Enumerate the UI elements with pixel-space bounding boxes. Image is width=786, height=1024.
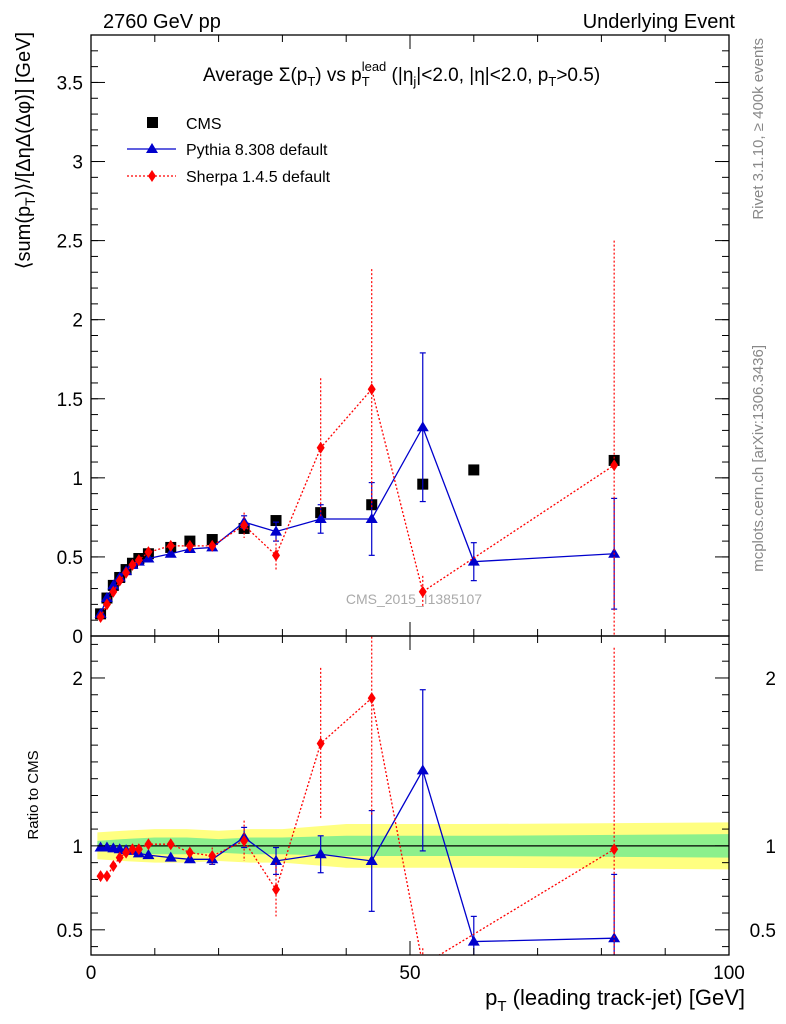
- data-point: [240, 519, 249, 532]
- data-point: [468, 464, 480, 476]
- y-tick-label: 2: [72, 669, 83, 690]
- data-point: [270, 854, 283, 865]
- data-point: [416, 764, 429, 775]
- data-point: [96, 870, 105, 883]
- data-point: [185, 846, 194, 859]
- data-point: [367, 383, 376, 396]
- data-point: [240, 834, 249, 847]
- data-point: [316, 737, 325, 750]
- data-point: [418, 585, 427, 598]
- legend: CMS Pythia 8.308 default Sherpa 1.4.5 de…: [127, 116, 331, 186]
- data-point: [467, 555, 480, 566]
- x-tick-label: 50: [399, 963, 420, 984]
- header-left: 2760 GeV pp: [103, 11, 221, 33]
- y-tick-label: 2: [72, 311, 83, 332]
- data-point: [316, 441, 325, 454]
- data-point: [122, 846, 131, 859]
- y-tick-label: 1.5: [57, 390, 83, 411]
- mcplots-label: mcplots.cern.ch [arXiv:1306.3436]: [750, 345, 767, 572]
- data-point: [115, 851, 124, 864]
- data-point: [185, 539, 194, 552]
- y-tick-label: 0: [72, 627, 83, 648]
- data-point: [164, 851, 177, 862]
- watermark: CMS_2015_I1385107: [346, 591, 482, 607]
- data-point: [610, 843, 619, 856]
- main-ylabel: ⟨sum(pT)⟩/[ΔηΔ(Δφ)] [GeV]: [13, 32, 38, 269]
- data-point: [109, 585, 118, 598]
- y-tick-label: 1: [72, 837, 83, 858]
- header-right: Underlying Event: [583, 11, 736, 33]
- data-point: [416, 421, 429, 432]
- data-point: [208, 849, 217, 862]
- series-line: [99, 387, 615, 618]
- legend-sherpa-label: Sherpa 1.4.5 default: [186, 169, 331, 186]
- data-point: [100, 592, 113, 603]
- data-point: [144, 546, 153, 559]
- y-tick-label-right: 0.5: [750, 921, 776, 942]
- legend-pythia-marker: [146, 143, 158, 153]
- data-point: [270, 515, 282, 527]
- data-point: [166, 838, 175, 851]
- data-point: [314, 512, 327, 523]
- data-point: [144, 838, 153, 851]
- data-point: [107, 579, 120, 590]
- data-point: [610, 459, 619, 472]
- y-tick-label: 2.5: [57, 232, 83, 253]
- x-axis-label: pT (leading track-jet) [GeV]: [485, 985, 745, 1015]
- series-triangle: [94, 352, 621, 618]
- legend-pythia-label: Pythia 8.308 default: [186, 142, 328, 159]
- data-point: [142, 849, 155, 860]
- series-diamond: [96, 636, 619, 955]
- legend-cms-marker: [147, 117, 158, 128]
- data-point: [164, 547, 177, 558]
- data-point: [128, 843, 137, 856]
- data-point: [272, 883, 281, 896]
- ratio-ylabel: Ratio to CMS: [25, 750, 42, 839]
- legend-sherpa-marker: [148, 170, 156, 182]
- data-point: [365, 512, 378, 523]
- y-tick-label-right: 2: [765, 669, 776, 690]
- x-tick-label: 0: [86, 963, 97, 984]
- data-point: [272, 549, 281, 562]
- data-point: [206, 534, 218, 546]
- series-line: [99, 425, 615, 615]
- data-point: [122, 566, 131, 579]
- y-tick-label: 1: [72, 469, 83, 490]
- data-point: [115, 574, 124, 587]
- data-point: [128, 558, 137, 571]
- data-point: [134, 843, 143, 856]
- plot-frame: [90, 635, 730, 956]
- data-point: [208, 539, 217, 552]
- main-plot: 0 0.5 1 1.5 2 2.5 3 3.5: [57, 34, 730, 648]
- y-tick-label: 3: [72, 153, 83, 174]
- data-point: [365, 854, 378, 865]
- y-tick-label: 0.5: [57, 921, 83, 942]
- data-point: [367, 692, 376, 705]
- series-diamond: [96, 240, 619, 636]
- x-tick-label: 100: [713, 963, 745, 984]
- data-point: [166, 539, 175, 552]
- data-point: [314, 848, 327, 859]
- data-point: [134, 554, 143, 567]
- y-tick-label-right: 1: [765, 837, 776, 858]
- rivet-label: Rivet 3.1.10, ≥ 400k events: [750, 38, 767, 220]
- data-point: [102, 598, 111, 611]
- y-tick-label: 0.5: [57, 548, 83, 569]
- data-point: [102, 870, 111, 883]
- data-point: [96, 611, 105, 624]
- data-point: [109, 860, 118, 873]
- data-point: [270, 525, 283, 536]
- data-point: [467, 935, 480, 946]
- legend-cms-label: CMS: [186, 116, 222, 133]
- main-title: Average Σ(pT) vs pTlead (|ηj|<2.0, |η|<2…: [203, 59, 600, 89]
- y-tick-label: 3.5: [57, 73, 83, 94]
